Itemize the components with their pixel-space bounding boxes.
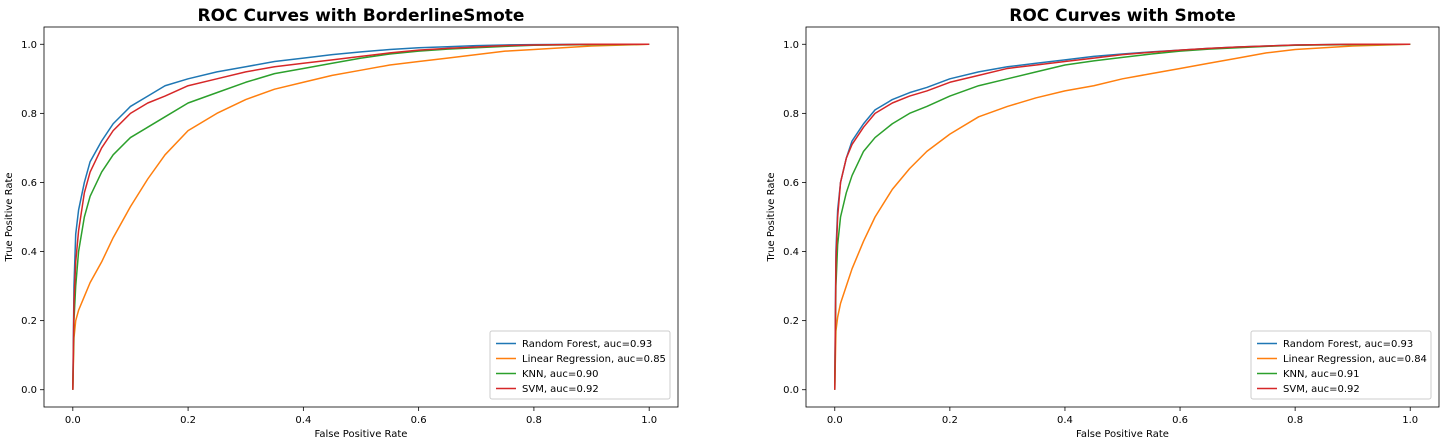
legend-box	[489, 330, 671, 400]
series-line-2	[72, 43, 650, 390]
x-tick-label: 0.0	[65, 415, 81, 426]
legend: Random Forest, auc=0.93 Linear Regression…	[489, 330, 671, 400]
x-tick-label: 1.0	[641, 415, 657, 426]
y-tick-label: 0.6	[783, 178, 799, 189]
y-tick-label: 1.0	[783, 40, 799, 51]
x-axis-label: False Positive Rate	[315, 429, 408, 440]
series-line-4	[834, 43, 1411, 390]
legend-entry: Linear Regression, auc=0.85	[522, 354, 666, 365]
series-line-2	[834, 43, 1411, 390]
legend-entry: Random Forest, auc=0.93	[1283, 339, 1413, 350]
legend-entry: KNN, auc=0.90	[522, 369, 598, 380]
y-tick-label: 0.8	[783, 109, 799, 120]
x-axis-label: False Positive Rate	[1076, 429, 1169, 440]
legend-entry: Linear Regression, auc=0.84	[1283, 354, 1427, 365]
x-tick-label: 0.2	[180, 415, 196, 426]
y-tick-label: 0.8	[21, 109, 37, 120]
y-tick-label: 1.0	[21, 40, 37, 51]
y-axis-label: True Positive Rate	[766, 172, 777, 262]
chart-title: ROC Curves with Smote	[1009, 6, 1236, 26]
x-tick-label: 0.8	[526, 415, 542, 426]
legend-entry: SVM, auc=0.92	[522, 384, 599, 395]
series-line-1	[72, 43, 650, 390]
y-tick-label: 0.2	[783, 316, 799, 327]
x-tick-label: 0.6	[1172, 415, 1188, 426]
y-tick-label: 0.0	[21, 385, 37, 396]
legend-entry: SVM, auc=0.92	[1283, 384, 1360, 395]
y-tick-label: 0.0	[783, 385, 799, 396]
x-tick-label: 1.0	[1402, 415, 1418, 426]
x-tick-label: 0.6	[411, 415, 427, 426]
legend: Random Forest, auc=0.93 Linear Regression…	[1250, 330, 1432, 400]
series-line-4	[72, 43, 650, 390]
legend-entry: Random Forest, auc=0.93	[522, 339, 652, 350]
right-chart: ROC Curves with Smote 0.0 0.2 0.4 0.6 0.8 1.0 0…	[766, 6, 1440, 440]
x-tick-label: 0.2	[942, 415, 958, 426]
y-tick-label: 0.4	[21, 247, 37, 258]
y-axis-label: True Positive Rate	[4, 172, 15, 262]
x-tick-label: 0.8	[1287, 415, 1303, 426]
y-tick-label: 0.6	[21, 178, 37, 189]
x-tick-label: 0.0	[827, 415, 843, 426]
chart-title: ROC Curves with BorderlineSmote	[198, 6, 525, 26]
y-tick-label: 0.2	[21, 316, 37, 327]
legend-entry: KNN, auc=0.91	[1283, 369, 1359, 380]
x-tick-label: 0.4	[1057, 415, 1073, 426]
y-tick-label: 0.4	[783, 247, 799, 258]
legend-box	[1250, 330, 1432, 400]
left-chart: ROC Curves with BorderlineSmote 0.0 0.2 0.4…	[4, 6, 679, 440]
x-tick-label: 0.4	[295, 415, 311, 426]
